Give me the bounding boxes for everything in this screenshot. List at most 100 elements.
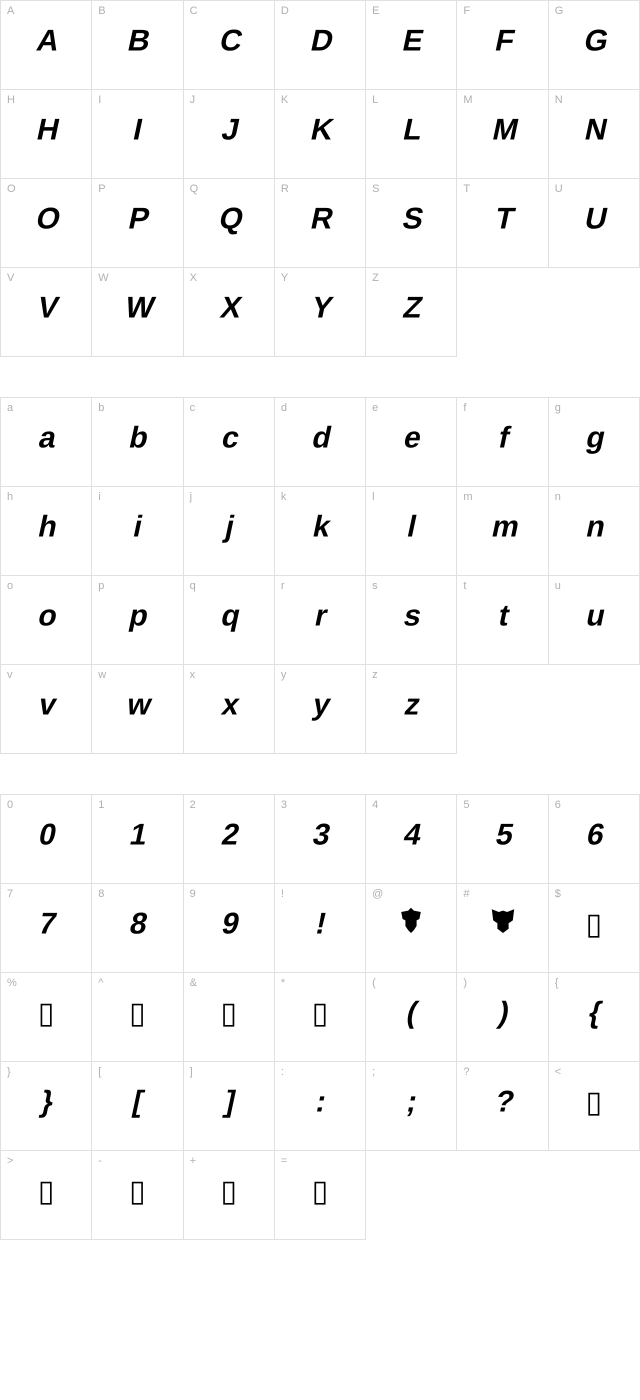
cell-label: }	[7, 1066, 11, 1078]
cell-label: c	[190, 402, 196, 414]
cell-label: x	[190, 669, 196, 681]
cell-label: A	[7, 5, 14, 17]
glyph-cell: ss	[366, 576, 457, 665]
glyph-cell: jj	[184, 487, 275, 576]
cell-glyph: 9	[218, 908, 242, 942]
cell-glyph: P	[126, 203, 153, 237]
cell-label: g	[555, 402, 561, 414]
cell-glyph: {	[586, 997, 605, 1031]
empty-cell	[366, 1151, 457, 1239]
glyph-cell: mm	[457, 487, 548, 576]
glyph-cell: 99	[184, 884, 275, 973]
cell-glyph: b	[126, 422, 152, 456]
cell-glyph: I	[130, 114, 146, 148]
cell-label: Z	[372, 272, 379, 284]
cell-glyph: Q	[216, 203, 247, 237]
glyph-cell: ZZ	[366, 268, 457, 357]
glyph-cell: MM	[457, 90, 548, 179]
glyph-cell: ww	[92, 665, 183, 754]
cell-glyph: 0	[36, 819, 60, 853]
cell-label: D	[281, 5, 289, 17]
cell-label: U	[555, 183, 563, 195]
glyph-cell: JJ	[184, 90, 275, 179]
cell-label: ]	[190, 1066, 193, 1078]
cell-glyph: 4	[401, 819, 425, 853]
glyph-cell: YY	[275, 268, 366, 357]
cell-glyph: L	[400, 114, 426, 148]
cell-label: y	[281, 669, 287, 681]
cell-label: 0	[7, 799, 13, 811]
section-uppercase: AABBCCDDEEFFGGHHIIJJKKLLMMNNOOPPQQRRSSTT…	[0, 0, 640, 357]
glyph-cell: >▯	[1, 1151, 92, 1240]
glyph-cell: dd	[275, 398, 366, 487]
cell-label: M	[463, 94, 472, 106]
empty-cell	[457, 665, 548, 753]
cell-glyph: ▯	[312, 1174, 329, 1209]
cell-glyph	[397, 906, 425, 942]
glyph-cell: EE	[366, 1, 457, 90]
cell-glyph: x	[218, 689, 242, 723]
empty-cell	[549, 268, 640, 356]
autobot-icon	[397, 906, 425, 934]
cell-label: >	[7, 1155, 13, 1167]
cell-glyph: V	[35, 292, 62, 326]
glyph-cell: ee	[366, 398, 457, 487]
glyph-cell: uu	[549, 576, 640, 665]
cell-glyph: E	[400, 25, 427, 59]
glyph-cell: ]]	[184, 1062, 275, 1151]
cell-glyph: ▯	[586, 1085, 603, 1120]
cell-label: o	[7, 580, 13, 592]
cell-label: ;	[372, 1066, 375, 1078]
cell-glyph: 5	[492, 819, 516, 853]
glyph-cell: <▯	[549, 1062, 640, 1151]
cell-glyph: s	[401, 600, 425, 634]
glyph-cell: WW	[92, 268, 183, 357]
glyph-cell: XX	[184, 268, 275, 357]
cell-label: z	[372, 669, 378, 681]
cell-label: %	[7, 977, 17, 989]
cell-glyph: :	[312, 1086, 329, 1120]
cell-label: G	[555, 5, 564, 17]
cell-glyph: f	[495, 422, 512, 456]
glyph-cell: ii	[92, 487, 183, 576]
glyph-cell: qq	[184, 576, 275, 665]
cell-label: O	[7, 183, 16, 195]
cell-glyph: T	[492, 203, 518, 237]
cell-glyph: ▯	[129, 996, 146, 1031]
cell-glyph: ▯	[38, 1174, 55, 1209]
glyph-cell: vv	[1, 665, 92, 754]
glyph-cell: xx	[184, 665, 275, 754]
cell-label: v	[7, 669, 13, 681]
glyph-cell: SS	[366, 179, 457, 268]
glyph-cell: [[	[92, 1062, 183, 1151]
cell-label: t	[463, 580, 466, 592]
empty-cell	[457, 268, 548, 356]
cell-label: &	[190, 977, 197, 989]
cell-label: Y	[281, 272, 288, 284]
cell-label: j	[190, 491, 192, 503]
cell-label: i	[98, 491, 100, 503]
cell-label: E	[372, 5, 379, 17]
cell-label: e	[372, 402, 378, 414]
cell-glyph: r	[312, 600, 331, 634]
glyph-cell: ))	[457, 973, 548, 1062]
cell-label: s	[372, 580, 378, 592]
glyph-cell: =▯	[275, 1151, 366, 1240]
glyph-cell: 22	[184, 795, 275, 884]
glyph-cell: kk	[275, 487, 366, 576]
cell-label: 5	[463, 799, 469, 811]
glyph-cell: CC	[184, 1, 275, 90]
glyph-cell: 55	[457, 795, 548, 884]
cell-label: 1	[98, 799, 104, 811]
cell-glyph: j	[222, 511, 238, 545]
glyph-cell: #	[457, 884, 548, 973]
cell-label: [	[98, 1066, 101, 1078]
glyph-cell: ((	[366, 973, 457, 1062]
glyph-cell: 77	[1, 884, 92, 973]
cell-label: m	[463, 491, 472, 503]
glyph-cell: -▯	[92, 1151, 183, 1240]
cell-glyph: l	[404, 511, 420, 545]
cell-glyph: ]	[221, 1086, 238, 1120]
cell-glyph: [	[130, 1086, 147, 1120]
cell-glyph: W	[122, 292, 158, 326]
